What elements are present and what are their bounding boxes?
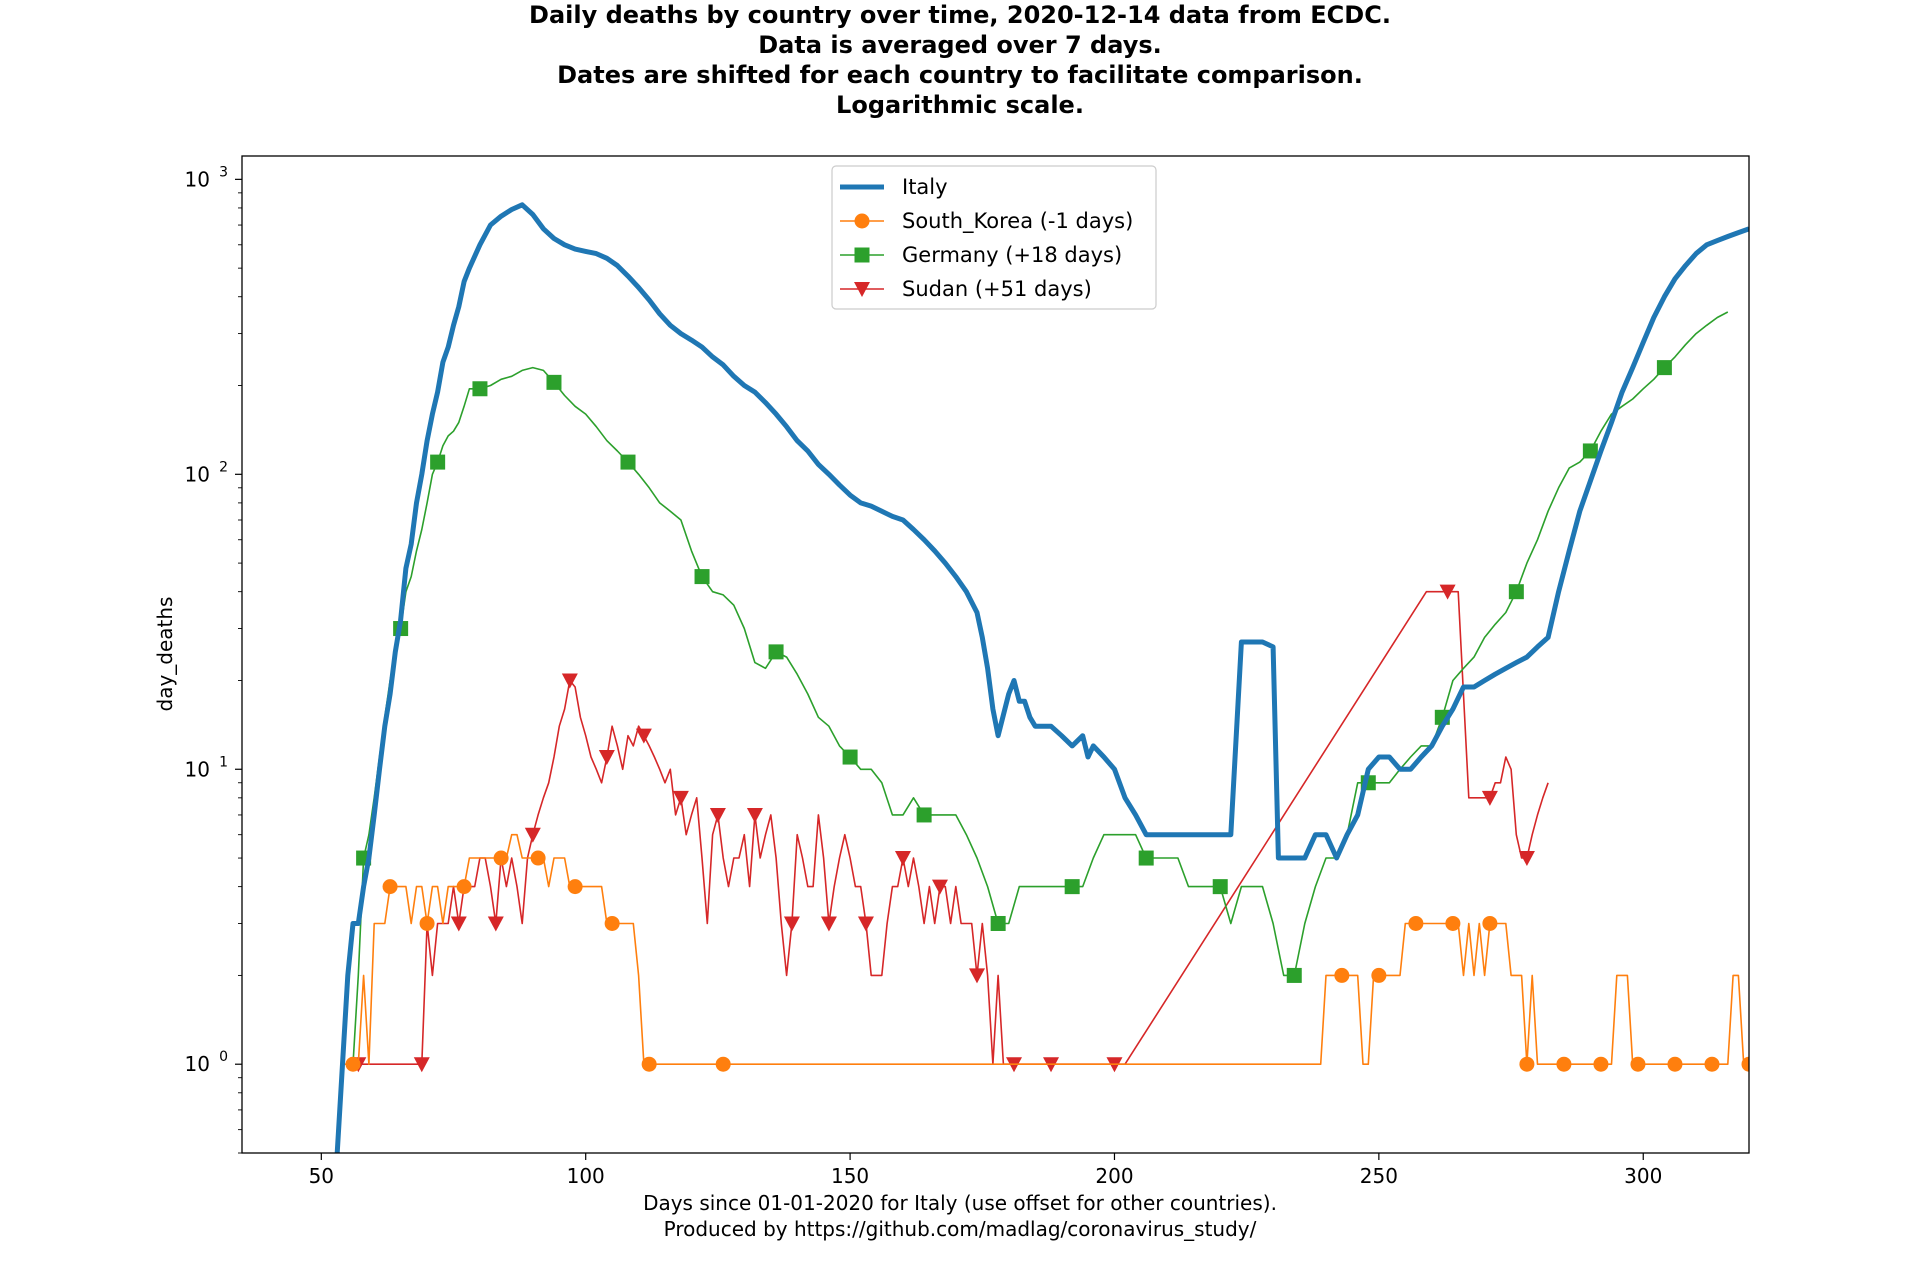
y-tick-label: 10 bbox=[185, 757, 210, 781]
legend-label-0: Italy bbox=[902, 175, 948, 199]
chart-title: Daily deaths by country over time, 2020-… bbox=[0, 0, 1920, 120]
series-line-2 bbox=[352, 311, 1729, 1065]
data-point-1-86 bbox=[1408, 915, 1424, 931]
title-line-1: Daily deaths by country over time, 2020-… bbox=[529, 1, 1391, 29]
data-point-1-9 bbox=[382, 879, 398, 895]
legend: Italy South_Korea (-1 days) Germany (+18 d… bbox=[831, 165, 1157, 310]
series-line-0 bbox=[334, 202, 1749, 1153]
data-point-3-107 bbox=[931, 879, 948, 895]
y-tick-label: 10 bbox=[185, 167, 210, 191]
y-tick-exponent: 2 bbox=[219, 459, 228, 475]
data-point-2-51 bbox=[768, 644, 784, 660]
data-point-2-135 bbox=[1656, 360, 1672, 376]
data-point-2-44 bbox=[694, 569, 710, 585]
x-axis-label-line-1: Days since 01-01-2020 for Italy (use off… bbox=[643, 1191, 1277, 1215]
data-point-2-65 bbox=[916, 807, 932, 823]
x-tick-label: 250 bbox=[1360, 1164, 1398, 1188]
data-point-2-86 bbox=[1138, 850, 1154, 866]
x-axis: 50 100 150 200 250 300 bbox=[309, 1153, 1662, 1188]
title-line-3: Dates are shifted for each country to fa… bbox=[557, 61, 1363, 89]
data-point-1-16 bbox=[419, 915, 435, 931]
series-layer bbox=[334, 202, 1749, 1153]
data-point-2-58 bbox=[842, 749, 858, 765]
x-axis-label-line-2: Produced by https://github.com/madlag/co… bbox=[663, 1217, 1257, 1241]
data-point-3-37 bbox=[561, 673, 578, 689]
data-point-1-72 bbox=[1334, 967, 1350, 983]
data-point-2-16 bbox=[430, 454, 446, 470]
y-tick-exponent: 3 bbox=[219, 164, 228, 180]
data-point-3-72 bbox=[746, 807, 763, 823]
data-point-1-107 bbox=[1519, 1056, 1535, 1072]
data-point-3-156 bbox=[1518, 851, 1535, 867]
data-point-1-37 bbox=[530, 850, 546, 866]
y-axis-label: day_deaths bbox=[153, 597, 177, 712]
data-point-3-114 bbox=[968, 968, 985, 984]
data-point-1-23 bbox=[456, 879, 472, 895]
data-point-1-93 bbox=[1445, 915, 1461, 931]
data-point-2-121 bbox=[1508, 584, 1524, 600]
legend-marker-3 bbox=[854, 282, 870, 297]
data-point-3-93 bbox=[857, 916, 874, 932]
data-point-1-142 bbox=[1704, 1056, 1720, 1072]
data-point-1-100 bbox=[1482, 915, 1498, 931]
data-point-3-149 bbox=[1481, 790, 1498, 806]
title-line-4: Logarithmic scale. bbox=[836, 91, 1084, 119]
legend-label-2: Germany (+18 days) bbox=[902, 243, 1122, 267]
data-point-1-2 bbox=[345, 1056, 361, 1072]
y-tick-label: 10 bbox=[185, 462, 210, 486]
series-line-1 bbox=[342, 833, 1749, 1065]
data-point-1-149 bbox=[1741, 1056, 1749, 1072]
x-tick-label: 200 bbox=[1095, 1164, 1133, 1188]
x-tick-label: 300 bbox=[1624, 1164, 1662, 1188]
data-point-3-9 bbox=[413, 1057, 430, 1073]
data-point-3-44 bbox=[598, 750, 615, 766]
plot-frame bbox=[241, 155, 1750, 1154]
data-point-2-100 bbox=[1286, 967, 1302, 983]
data-point-1-114 bbox=[1556, 1056, 1572, 1072]
legend-marker-2 bbox=[854, 247, 870, 263]
data-point-3-86 bbox=[820, 916, 837, 932]
title-line-2: Data is averaged over 7 days. bbox=[758, 31, 1162, 59]
y-tick-label: 10 bbox=[185, 1052, 210, 1076]
data-point-3-51 bbox=[635, 728, 652, 744]
y-tick-exponent: 0 bbox=[219, 1049, 228, 1065]
data-point-1-30 bbox=[493, 850, 509, 866]
legend-marker-1 bbox=[854, 213, 870, 229]
data-point-3-65 bbox=[709, 807, 726, 823]
data-point-2-93 bbox=[1212, 879, 1228, 895]
data-point-1-135 bbox=[1667, 1056, 1683, 1072]
legend-box bbox=[831, 165, 1157, 310]
y-axis: 10 0 10 1 10 2 10 3 bbox=[185, 164, 242, 1154]
data-point-3-142 bbox=[1439, 584, 1456, 600]
data-point-1-121 bbox=[1593, 1056, 1609, 1072]
data-point-1-79 bbox=[1371, 967, 1387, 983]
legend-label-1: South_Korea (-1 days) bbox=[902, 209, 1133, 234]
data-point-3-23 bbox=[487, 916, 504, 932]
data-point-2-30 bbox=[546, 374, 562, 390]
data-point-3-58 bbox=[672, 790, 689, 806]
y-tick-exponent: 1 bbox=[219, 754, 228, 770]
x-tick-label: 150 bbox=[831, 1164, 869, 1188]
data-point-2-23 bbox=[472, 381, 488, 397]
legend-label-3: Sudan (+51 days) bbox=[902, 277, 1092, 301]
data-point-1-58 bbox=[641, 1056, 657, 1072]
data-point-1-65 bbox=[715, 1056, 731, 1072]
data-point-2-72 bbox=[990, 915, 1006, 931]
data-point-2-128 bbox=[1582, 443, 1598, 459]
data-point-3-100 bbox=[894, 851, 911, 867]
x-axis-label: Days since 01-01-2020 for Italy (use off… bbox=[0, 1190, 1920, 1242]
data-point-1-44 bbox=[567, 879, 583, 895]
data-point-1-51 bbox=[604, 915, 620, 931]
data-point-3-30 bbox=[524, 827, 541, 843]
x-tick-label: 100 bbox=[567, 1164, 605, 1188]
x-tick-label: 50 bbox=[309, 1164, 334, 1188]
data-point-1-128 bbox=[1630, 1056, 1646, 1072]
data-point-3-79 bbox=[783, 916, 800, 932]
data-point-2-79 bbox=[1064, 879, 1080, 895]
data-point-3-16 bbox=[450, 916, 467, 932]
data-point-2-37 bbox=[620, 454, 636, 470]
